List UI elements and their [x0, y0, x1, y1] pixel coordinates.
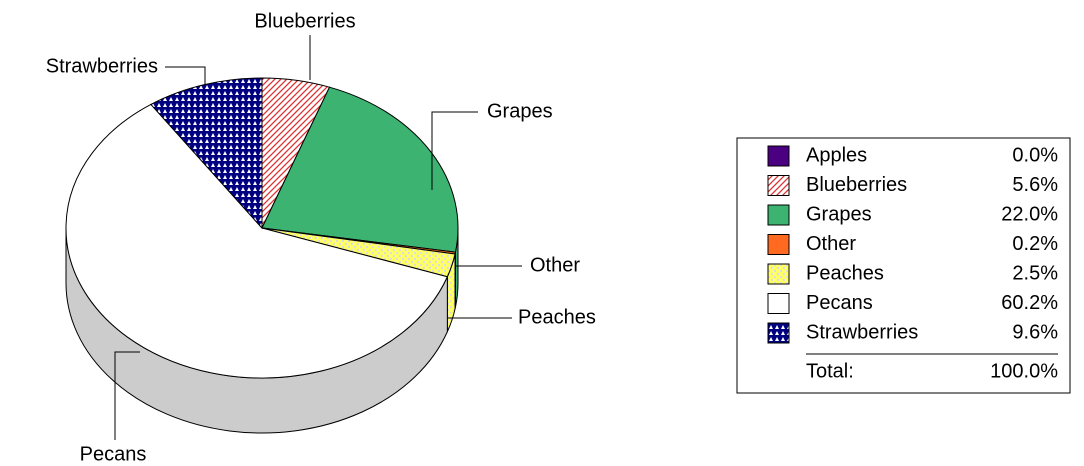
legend-swatch — [767, 263, 790, 285]
leader-line — [431, 111, 478, 190]
legend-value: 9.6% — [1012, 321, 1058, 343]
slice-label: Other — [530, 254, 580, 276]
legend-value: 5.6% — [1012, 174, 1058, 196]
slice-label: Blueberries — [254, 10, 355, 32]
legend-value: 0.0% — [1012, 144, 1058, 166]
legend-swatch — [767, 175, 790, 196]
slice-label: Pecans — [80, 443, 147, 465]
leader-line — [114, 351, 140, 440]
legend: Apples 0.0% Blueberries 5.6% Grapes 22.0% Othe… — [767, 144, 1058, 344]
legend-swatch — [767, 322, 790, 344]
slice — [150, 77, 263, 230]
legend-total: 100.0% — [990, 360, 1058, 382]
pie — [65, 77, 459, 434]
legend-swatch — [767, 234, 790, 255]
slice-label: Peaches — [518, 306, 596, 328]
legend-label: Pecans — [806, 292, 873, 314]
legend-value: 2.5% — [1012, 262, 1058, 284]
legend-label: Apples — [806, 144, 867, 166]
legend-swatch — [767, 293, 790, 314]
legend-value: 22.0% — [1001, 203, 1058, 225]
slice — [65, 103, 449, 379]
legend-value: 60.2% — [1001, 292, 1058, 314]
legend-total-label: Total: — [806, 360, 854, 382]
legend-label: Peaches — [806, 262, 884, 284]
legend-value: 0.2% — [1012, 233, 1058, 255]
legend-label: Grapes — [806, 203, 872, 225]
leader-line — [165, 66, 206, 84]
slice — [261, 86, 459, 253]
slice-label: Grapes — [487, 100, 553, 122]
legend-box — [736, 137, 1071, 394]
slice-label: Strawberries — [46, 55, 158, 77]
leader-lines — [114, 35, 522, 440]
legend-label: Blueberries — [806, 174, 907, 196]
legend-label: Other — [806, 233, 856, 255]
legend-swatch — [767, 204, 790, 226]
legend-label: Strawberries — [806, 321, 918, 343]
legend-swatch — [767, 145, 790, 167]
